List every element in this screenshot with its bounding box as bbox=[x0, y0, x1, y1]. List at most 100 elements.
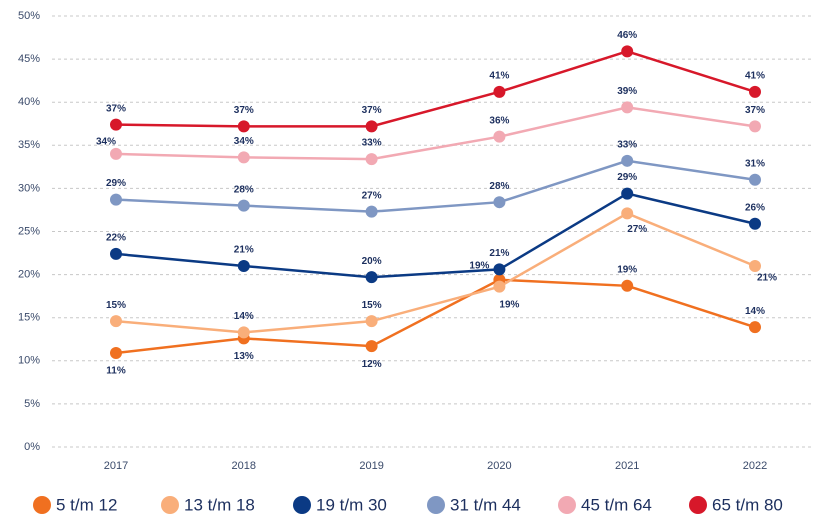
data-point bbox=[621, 207, 634, 220]
data-point bbox=[237, 120, 250, 133]
data-label: 28% bbox=[234, 184, 254, 195]
x-tick-label: 2022 bbox=[743, 460, 767, 472]
y-tick-label: 10% bbox=[18, 355, 40, 367]
y-tick-label: 5% bbox=[24, 398, 40, 410]
data-point bbox=[493, 280, 506, 293]
data-point bbox=[110, 347, 122, 360]
data-label: 37% bbox=[106, 103, 126, 114]
data-label: 19% bbox=[499, 299, 519, 310]
data-label: 33% bbox=[362, 138, 382, 149]
data-label: 41% bbox=[745, 70, 765, 81]
y-tick-label: 45% bbox=[18, 53, 40, 65]
data-point bbox=[110, 118, 122, 131]
series-line bbox=[115, 106, 756, 161]
y-tick-label: 40% bbox=[18, 96, 40, 108]
data-point bbox=[237, 326, 250, 339]
series-line bbox=[115, 50, 756, 128]
series-line bbox=[115, 212, 756, 334]
data-point bbox=[749, 321, 761, 334]
data-label: 34% bbox=[96, 137, 116, 148]
legend-label: 5 t/m 12 bbox=[56, 495, 117, 514]
data-label: 41% bbox=[489, 70, 509, 81]
data-point bbox=[621, 154, 634, 167]
data-point bbox=[110, 315, 122, 328]
data-label: 21% bbox=[757, 273, 777, 284]
data-point bbox=[110, 193, 122, 206]
data-label: 29% bbox=[617, 172, 637, 183]
data-label: 27% bbox=[362, 190, 382, 201]
data-label: 12% bbox=[362, 359, 382, 370]
data-label: 33% bbox=[617, 139, 637, 150]
y-tick-label: 35% bbox=[18, 139, 40, 151]
data-point bbox=[621, 279, 634, 292]
data-label: 27% bbox=[627, 224, 647, 235]
data-point bbox=[749, 217, 761, 230]
data-label: 13% bbox=[234, 351, 254, 362]
y-tick-label: 25% bbox=[18, 225, 40, 237]
data-label: 19% bbox=[617, 264, 637, 275]
data-label: 14% bbox=[234, 311, 254, 322]
legend-marker bbox=[427, 496, 445, 514]
x-tick-label: 2021 bbox=[615, 460, 639, 472]
y-tick-label: 20% bbox=[18, 269, 40, 281]
data-point bbox=[749, 259, 761, 272]
legend-label: 31 t/m 44 bbox=[450, 495, 521, 514]
data-point bbox=[621, 45, 634, 58]
data-label: 36% bbox=[489, 115, 509, 126]
data-point bbox=[493, 130, 506, 143]
data-label: 46% bbox=[617, 30, 637, 41]
data-point bbox=[621, 101, 634, 114]
data-point bbox=[110, 247, 122, 260]
data-point bbox=[365, 271, 378, 284]
legend-label: 13 t/m 18 bbox=[184, 495, 255, 514]
data-point bbox=[493, 263, 506, 276]
legend-marker bbox=[161, 496, 179, 514]
x-tick-label: 2018 bbox=[232, 460, 256, 472]
data-label: 15% bbox=[106, 300, 126, 311]
data-point bbox=[493, 196, 506, 209]
data-point bbox=[749, 85, 761, 98]
data-label: 34% bbox=[234, 136, 254, 147]
data-label: 22% bbox=[106, 233, 126, 244]
data-point bbox=[237, 199, 250, 212]
data-label: 37% bbox=[234, 105, 254, 116]
legend-label: 65 t/m 80 bbox=[712, 495, 783, 514]
data-label: 11% bbox=[106, 366, 126, 377]
data-point bbox=[237, 151, 250, 164]
x-tick-label: 2020 bbox=[487, 460, 511, 472]
legend-label: 19 t/m 30 bbox=[316, 495, 387, 514]
data-label: 39% bbox=[617, 86, 637, 97]
data-label: 37% bbox=[362, 105, 382, 116]
y-tick-label: 15% bbox=[18, 312, 40, 324]
data-point bbox=[237, 259, 250, 272]
data-point bbox=[110, 147, 122, 160]
data-label: 14% bbox=[745, 306, 765, 317]
data-label: 37% bbox=[745, 105, 765, 116]
data-point bbox=[493, 85, 506, 98]
data-label: 28% bbox=[489, 181, 509, 192]
data-point bbox=[365, 205, 378, 218]
y-tick-label: 0% bbox=[24, 441, 40, 453]
data-label: 21% bbox=[489, 248, 509, 259]
data-point bbox=[621, 187, 634, 200]
data-label: 19% bbox=[469, 260, 489, 271]
series-line bbox=[115, 192, 756, 279]
data-label: 31% bbox=[745, 158, 765, 169]
data-point bbox=[365, 153, 378, 166]
y-tick-label: 30% bbox=[18, 182, 40, 194]
x-tick-label: 2019 bbox=[359, 460, 383, 472]
data-point bbox=[365, 120, 378, 133]
series-line bbox=[115, 159, 756, 213]
data-label: 15% bbox=[362, 300, 382, 311]
legend-label: 45 t/m 64 bbox=[581, 495, 652, 514]
data-point bbox=[749, 173, 761, 186]
data-label: 21% bbox=[234, 245, 254, 256]
data-point bbox=[365, 315, 378, 328]
legend-marker bbox=[293, 496, 311, 514]
data-label: 26% bbox=[745, 202, 765, 213]
legend-marker bbox=[689, 496, 707, 514]
legend-marker bbox=[558, 496, 576, 514]
data-point bbox=[749, 120, 761, 133]
series-line bbox=[115, 278, 756, 355]
